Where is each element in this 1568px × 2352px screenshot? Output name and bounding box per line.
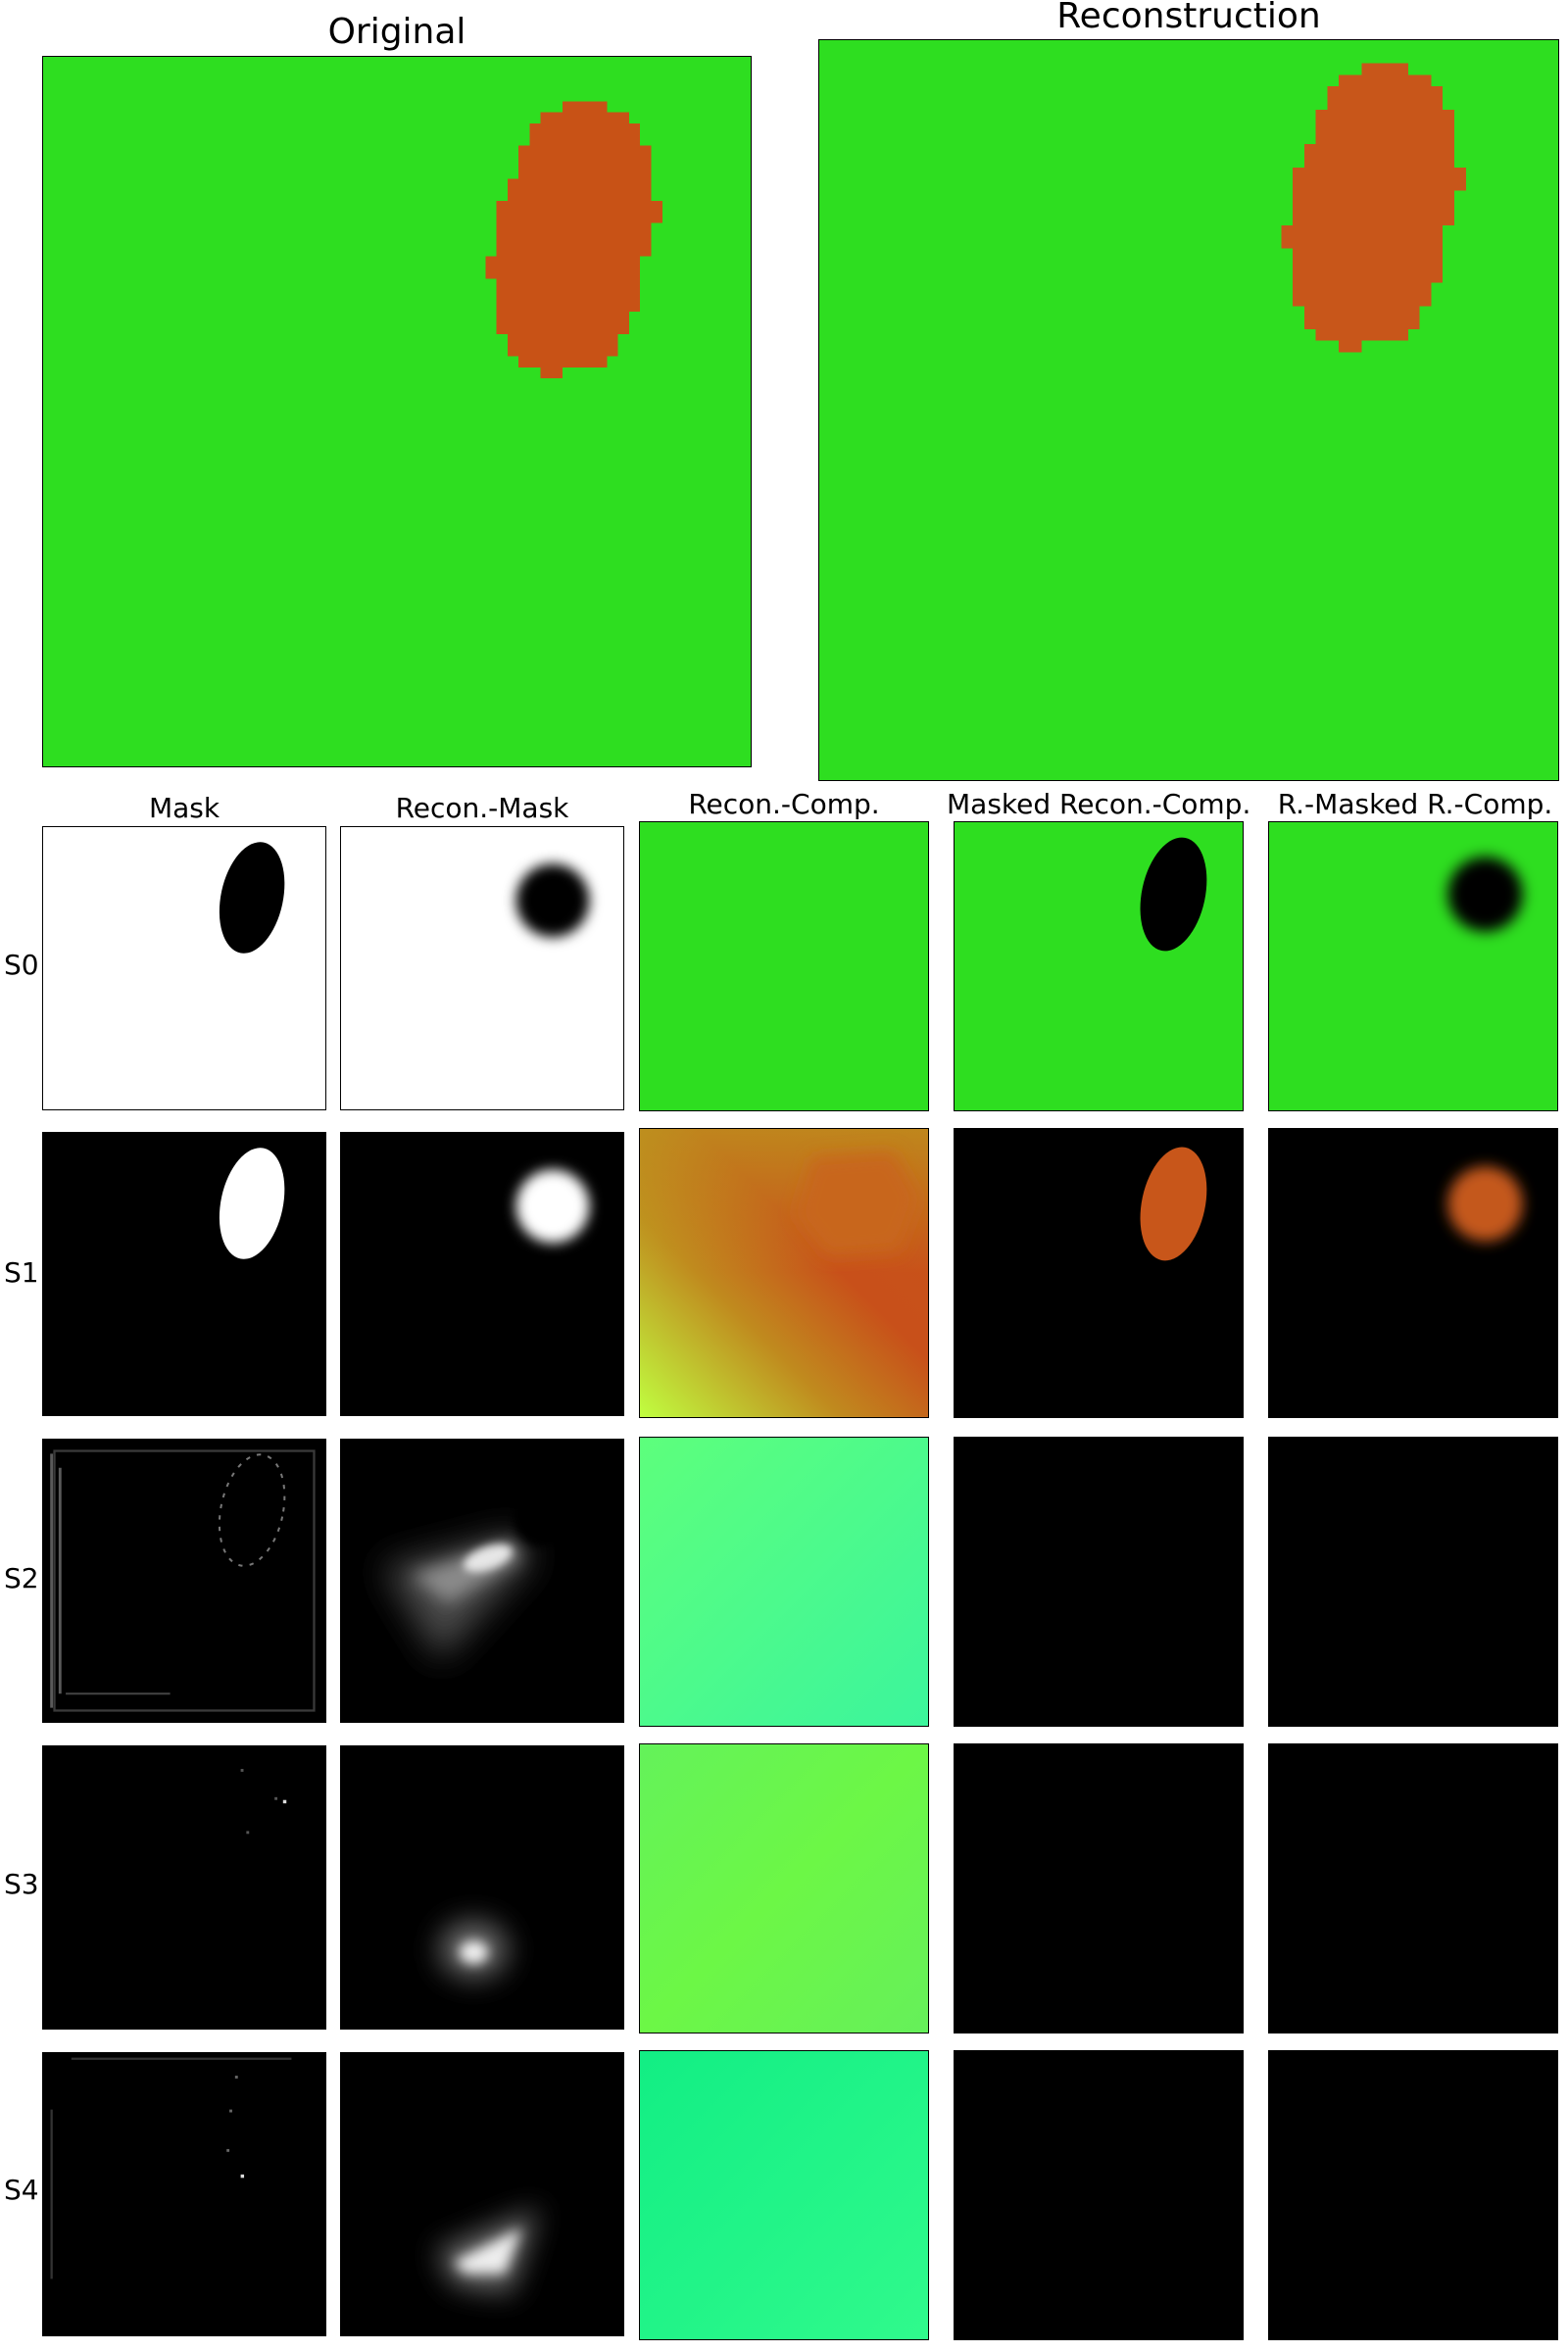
s0-mask xyxy=(42,826,326,1110)
s4-recon-mask xyxy=(340,2052,624,2336)
s1-masked-recon-comp xyxy=(954,1128,1244,1418)
reconstruction-title: Reconstruction xyxy=(1056,0,1321,36)
s4-masked-recon-comp xyxy=(954,2050,1244,2340)
row-label-s1: S1 xyxy=(4,1256,39,1289)
s3-recon-comp xyxy=(639,1743,929,2034)
column-title-masked-recon-comp: Masked Recon.-Comp. xyxy=(947,788,1251,820)
s2-mask xyxy=(42,1439,326,1723)
s0-recon-mask xyxy=(340,826,624,1110)
row-label-s2: S2 xyxy=(4,1562,39,1594)
column-title-recon-mask: Recon.-Mask xyxy=(395,792,569,824)
s0-r-masked-r-comp xyxy=(1268,821,1558,1111)
column-title-mask: Mask xyxy=(148,792,220,824)
s4-mask xyxy=(42,2052,326,2336)
s0-masked-recon-comp xyxy=(954,821,1244,1111)
original-image xyxy=(42,56,752,767)
s1-recon-comp xyxy=(639,1128,929,1418)
s4-r-masked-r-comp xyxy=(1268,2050,1558,2340)
s2-masked-recon-comp xyxy=(954,1437,1244,1727)
reconstruction-image xyxy=(818,39,1559,781)
column-title-recon-comp: Recon.-Comp. xyxy=(688,788,880,820)
row-label-s3: S3 xyxy=(4,1868,39,1900)
row-label-s0: S0 xyxy=(4,949,39,981)
s1-mask xyxy=(42,1132,326,1416)
s1-recon-mask xyxy=(340,1132,624,1416)
s0-recon-comp xyxy=(639,821,929,1111)
s3-masked-recon-comp xyxy=(954,1743,1244,2034)
s3-mask xyxy=(42,1745,326,2030)
column-title-r-masked-r-comp: R.-Masked R.-Comp. xyxy=(1277,788,1553,820)
s3-r-masked-r-comp xyxy=(1268,1743,1558,2034)
s2-r-masked-r-comp xyxy=(1268,1437,1558,1727)
s4-recon-comp xyxy=(639,2050,929,2340)
row-label-s4: S4 xyxy=(4,2174,39,2206)
s1-r-masked-r-comp xyxy=(1268,1128,1558,1418)
s2-recon-comp xyxy=(639,1437,929,1727)
s2-recon-mask xyxy=(340,1439,624,1723)
s3-recon-mask xyxy=(340,1745,624,2030)
original-title: Original xyxy=(327,12,466,52)
